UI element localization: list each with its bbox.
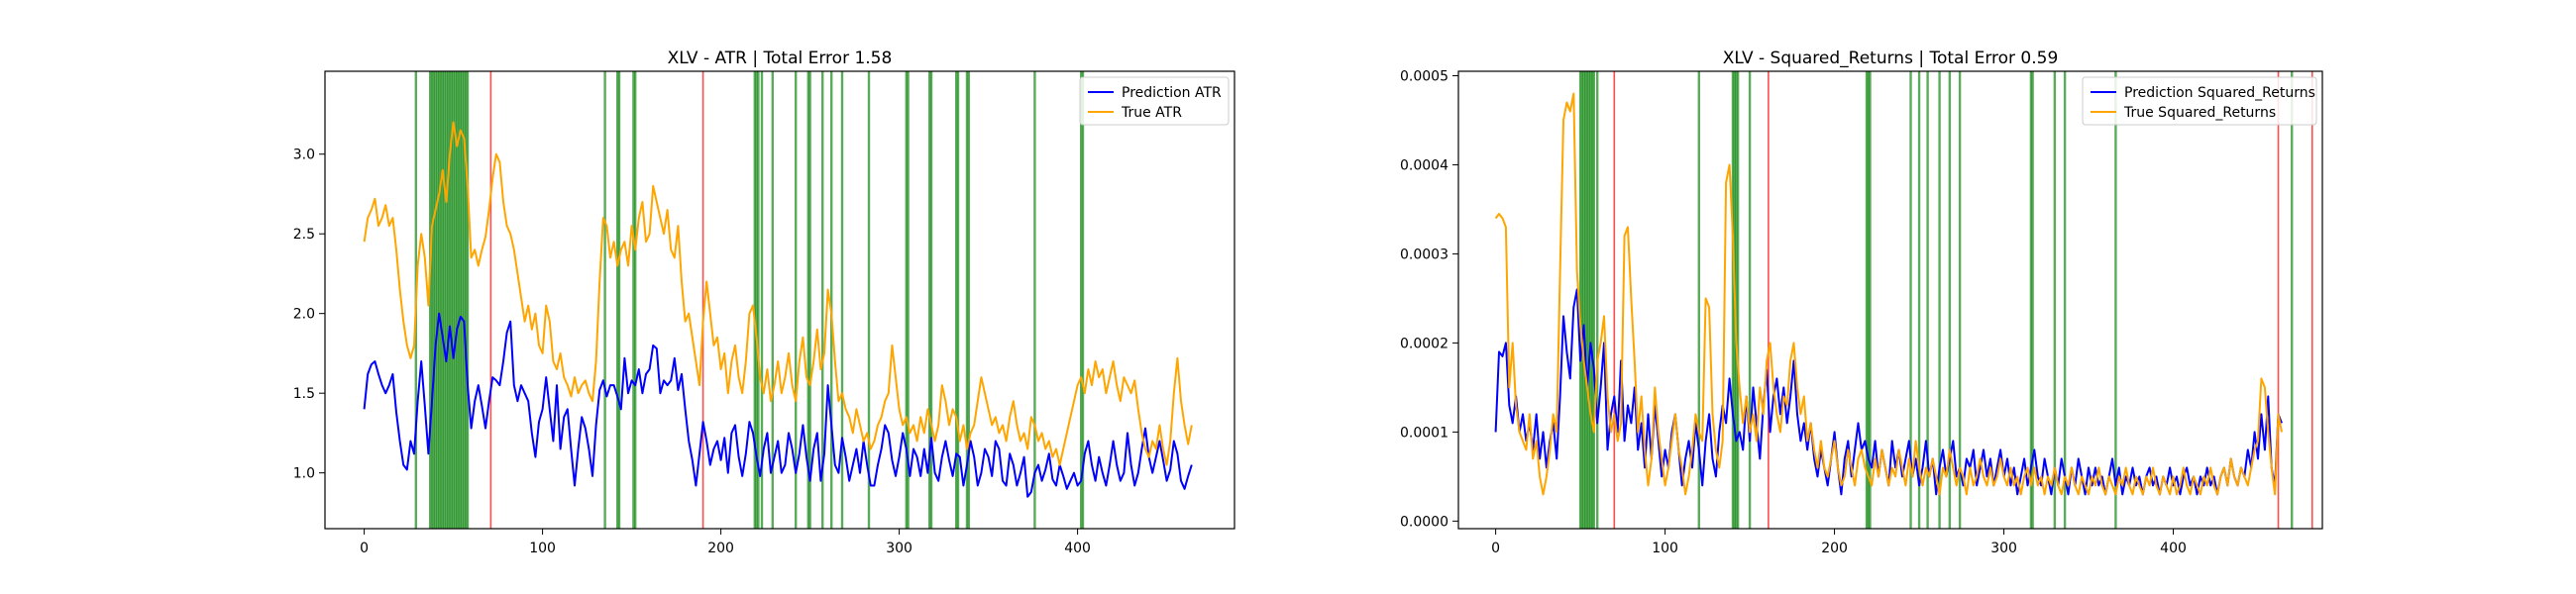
legend-label: True Squared_Returns <box>2123 105 2276 121</box>
y-tick-label: 1.5 <box>293 386 315 402</box>
subplot-atr: 0 100 200 300 400 1.0 1.5 2.0 2.5 3.0 XLV - ATR … <box>293 49 1235 556</box>
y-tick-label: 2.5 <box>293 227 315 243</box>
chart-title: XLV - Squared_Returns | Total Error 0.59 <box>1723 49 2059 68</box>
series-line <box>363 312 1193 498</box>
legend-label: Prediction ATR <box>1122 85 1222 101</box>
x-tick-label: 400 <box>2160 541 2187 556</box>
x-tick-label: 100 <box>529 541 556 556</box>
axes-frame <box>324 70 1235 530</box>
x-tick-label: 300 <box>1990 541 2017 556</box>
x-tick-label: 0 <box>1491 541 1500 556</box>
y-axis: 0.0000 0.0001 0.0002 0.0003 0.0004 0.0005 <box>1400 68 1458 530</box>
y-tick-label: 3.0 <box>293 148 315 163</box>
y-tick-label: 2.0 <box>293 307 315 323</box>
series-lines <box>1494 92 2283 496</box>
y-tick-label: 0.0000 <box>1400 514 1449 530</box>
legend-box <box>1079 76 1230 126</box>
series-line <box>1494 92 2283 496</box>
x-axis: 0 100 200 300 400 <box>360 529 1091 556</box>
x-tick-label: 300 <box>886 541 912 556</box>
y-tick-label: 0.0004 <box>1400 157 1449 173</box>
x-axis: 0 100 200 300 400 <box>1491 529 2187 556</box>
x-tick-label: 0 <box>360 541 369 556</box>
signal-vlines <box>1578 71 2313 529</box>
axes-frame <box>1457 70 2323 530</box>
y-tick-label: 0.0005 <box>1400 68 1449 84</box>
series-lines <box>363 121 1193 498</box>
legend-box <box>2082 76 2317 126</box>
x-tick-label: 200 <box>707 541 734 556</box>
chart-title: XLV - ATR | Total Error 1.58 <box>668 49 893 68</box>
legend-label: True ATR <box>1121 105 1182 121</box>
y-tick-label: 0.0003 <box>1400 247 1449 262</box>
legend-label: Prediction Squared_Returns <box>2124 85 2315 101</box>
x-tick-label: 400 <box>1064 541 1091 556</box>
y-tick-label: 0.0001 <box>1400 425 1449 441</box>
subplot-squared-returns: 0 100 200 300 400 0.00000.00010.00020.00030.… <box>1400 49 2323 556</box>
legend: Prediction Squared_Returns True Squared_R… <box>2082 76 2317 126</box>
y-axis: 1.0 1.5 2.0 2.5 3.0 <box>293 148 325 482</box>
series-line <box>363 121 1193 466</box>
y-tick-label: 0.0002 <box>1400 336 1449 351</box>
x-tick-label: 100 <box>1652 541 1678 556</box>
signal-vlines <box>414 71 1085 529</box>
y-tick-label: 1.0 <box>293 466 315 482</box>
x-tick-label: 200 <box>1821 541 1848 556</box>
legend: Prediction ATR True ATR <box>1079 76 1230 126</box>
